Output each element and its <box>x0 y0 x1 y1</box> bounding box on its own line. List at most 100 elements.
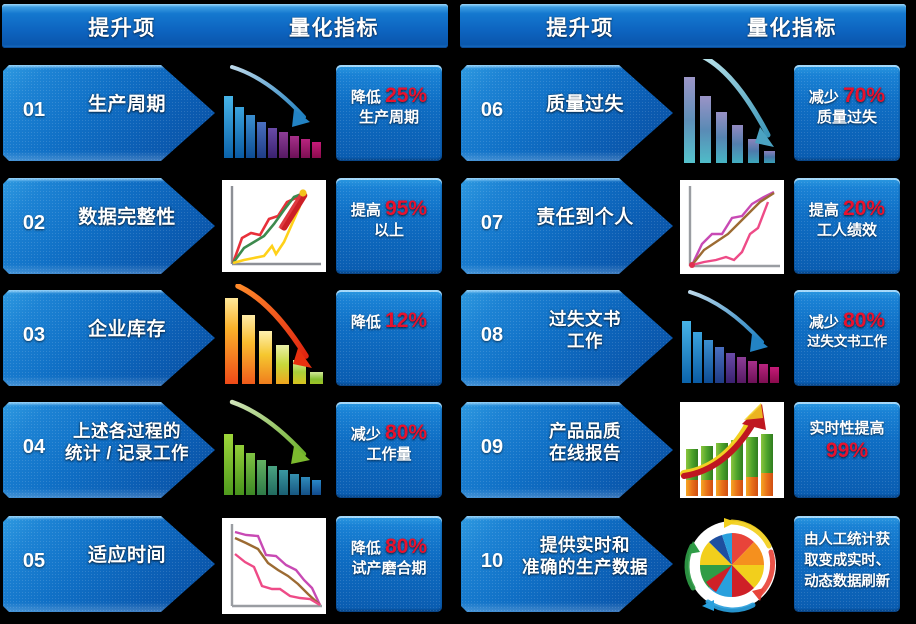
metric-percent-value: 95% <box>385 197 428 220</box>
descending-bar-chart-orange-green-icon <box>218 284 330 392</box>
improvement-row: 09 产品品质 在线报告 实时性提高 99% <box>458 394 908 506</box>
improvement-row: 07 责任到个人 提高 20% 工人绩效 <box>458 170 908 282</box>
improvement-title-line: 生产周期 <box>87 93 166 115</box>
improvement-row: 03 企业库存 降低 12% <box>0 282 450 394</box>
row-number: 04 <box>22 436 46 458</box>
improvement-row: 10 提供实时和 准确的生产数据 由人工统计获 取变成实时、 动态数据刷新 <box>458 508 908 620</box>
row-number: 08 <box>480 324 504 346</box>
improvement-title-line: 准确的生产数据 <box>522 557 648 577</box>
row-number: 09 <box>480 436 504 458</box>
metric-box[interactable]: 降低 12% <box>336 290 442 386</box>
metric-text: 减少 <box>808 314 844 331</box>
row-number: 01 <box>22 99 46 121</box>
metric-text: 试产磨合期 <box>351 559 427 577</box>
improvement-row: 06 质量过失 减少 70% 质量过失 <box>458 57 908 169</box>
metric-percent-value: 80% <box>385 421 428 444</box>
improvement-title-line: 适应时间 <box>87 544 166 566</box>
metric-text: 提高 <box>350 202 386 219</box>
metric-text: 生产周期 <box>358 108 419 126</box>
descending-bar-chart-blue-magenta-icon <box>218 59 330 167</box>
improvement-row: 08 过失文书 工作 减少 80% 过失文书工作 <box>458 282 908 394</box>
metric-text: 以上 <box>373 221 404 239</box>
metric-percent-value: 70% <box>843 84 886 107</box>
improvement-title: 企业库存 <box>52 282 202 378</box>
metric-line: 由人工统计获 <box>804 530 890 551</box>
ascending-bar-chart-green-orange-arrow-icon <box>676 396 788 504</box>
metric-line: 生产周期 <box>359 109 419 127</box>
metric-texture <box>336 290 442 386</box>
metric-line: 质量过失 <box>817 109 877 127</box>
improvement-title-line: 提供实时和 <box>540 534 630 555</box>
improvement-title-line: 工作 <box>567 331 603 351</box>
metric-box[interactable]: 实时性提高 99% <box>794 402 900 498</box>
metric-text: 取变成实时、 <box>804 553 890 570</box>
improvement-title-line: 上述各过程的 <box>73 420 181 441</box>
metric-box[interactable]: 减少 70% 质量过失 <box>794 65 900 161</box>
metric-box[interactable]: 提高 20% 工人绩效 <box>794 178 900 274</box>
column-left: 提升项 量化指标 01 生产周期 降低 25% 生产周期 02 数据完整性 <box>0 0 450 624</box>
metric-text: 减少 <box>808 89 844 106</box>
metric-text: 过失文书工作 <box>807 333 887 349</box>
row-number: 07 <box>480 212 504 234</box>
metric-percent-value: 12% <box>385 309 428 332</box>
row-number: 05 <box>22 550 46 572</box>
header-metric-label: 量化指标 <box>747 17 837 40</box>
metric-line: 减少 70% <box>809 83 885 109</box>
column-right: 提升项 量化指标 06 质量过失 减少 70% 质量过失 07 责任到个人 提高 20% 工人… <box>458 0 908 624</box>
metric-box[interactable]: 降低 25% 生产周期 <box>336 65 442 161</box>
improvement-title-line: 过失文书 <box>549 308 621 329</box>
improvement-title-line: 产品品质 <box>549 420 621 441</box>
metric-text: 实时性提高 <box>809 420 885 437</box>
metric-line: 动态数据刷新 <box>804 572 890 593</box>
metric-line: 减少 80% <box>809 308 885 334</box>
metric-line: 提高 20% <box>809 196 885 222</box>
descending-line-chart-pink-brown-icon <box>218 510 330 618</box>
metric-text: 降低 <box>350 89 386 106</box>
metric-text: 减少 <box>350 426 386 443</box>
metric-line: 工作量 <box>366 446 411 464</box>
metric-text: 提高 <box>808 202 844 219</box>
improvement-title: 数据完整性 <box>52 170 202 266</box>
metric-line: 过失文书工作 <box>807 334 887 350</box>
metric-line: 降低 80% <box>351 534 427 560</box>
metric-text: 质量过失 <box>816 108 877 126</box>
row-number: 02 <box>22 212 46 234</box>
improvement-title: 质量过失 <box>510 57 660 153</box>
metric-percent-value: 99% <box>825 439 869 463</box>
improvement-title-line: 在线报告 <box>549 443 621 463</box>
improvement-title-line: 企业库存 <box>87 318 166 340</box>
metric-box[interactable]: 减少 80% 过失文书工作 <box>794 290 900 386</box>
improvement-row: 01 生产周期 降低 25% 生产周期 <box>0 57 450 169</box>
ascending-line-chart-magenta-brown-icon <box>676 172 788 280</box>
metric-line: 99% <box>826 438 868 464</box>
improvement-row: 05 适应时间 降低 80% 试产磨合期 <box>0 508 450 620</box>
improvement-title-line: 数据完整性 <box>78 206 176 228</box>
improvement-title-line: 统计 / 记录工作 <box>64 443 190 463</box>
improvement-title: 适应时间 <box>52 508 202 604</box>
metric-text: 工作量 <box>366 445 412 463</box>
improvement-title-line: 责任到个人 <box>536 206 634 228</box>
improvement-title: 过失文书 工作 <box>510 282 660 378</box>
metric-line: 降低 12% <box>351 308 427 334</box>
header-improvement-label: 提升项 <box>546 17 614 40</box>
metric-percent-value: 80% <box>385 535 428 558</box>
column-header-bar: 提升项 量化指标 <box>460 4 906 48</box>
metric-line: 减少 80% <box>351 420 427 446</box>
metric-box[interactable]: 提高 95% 以上 <box>336 178 442 274</box>
metric-text: 工人绩效 <box>816 221 877 239</box>
metric-line: 降低 25% <box>351 83 427 109</box>
ascending-line-chart-red-green-yellow-icon <box>218 172 330 280</box>
metric-box[interactable]: 降低 80% 试产磨合期 <box>336 516 442 612</box>
improvement-title: 责任到个人 <box>510 170 660 266</box>
metric-box[interactable]: 由人工统计获取变成实时、动态数据刷新 <box>794 516 900 612</box>
metric-text: 降低 <box>350 314 386 331</box>
improvement-title: 生产周期 <box>52 57 202 153</box>
metric-box[interactable]: 减少 80% 工作量 <box>336 402 442 498</box>
improvement-row: 02 数据完整性 提高 95% 以上 <box>0 170 450 282</box>
row-number: 06 <box>480 99 504 121</box>
metric-line: 提高 95% <box>351 196 427 222</box>
metric-percent-value: 20% <box>843 197 886 220</box>
row-number: 03 <box>22 324 46 346</box>
descending-bar-chart-blue-magenta-icon <box>676 284 788 392</box>
